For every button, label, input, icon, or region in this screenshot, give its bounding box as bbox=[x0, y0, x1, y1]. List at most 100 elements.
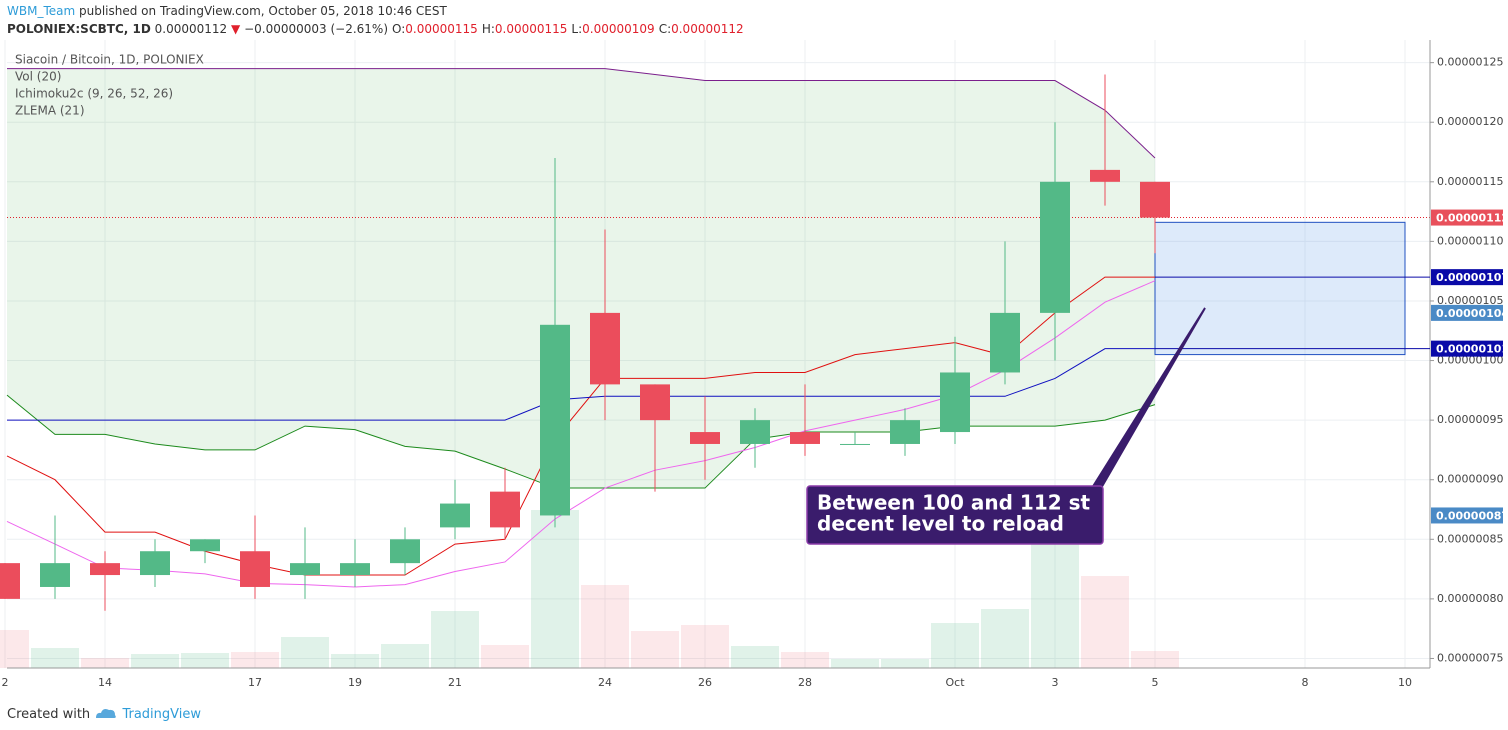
x-tick-label: 28 bbox=[798, 676, 812, 689]
volume-bar bbox=[631, 631, 679, 668]
legend-entry: ZLEMA (21) bbox=[15, 104, 85, 118]
volume-bar bbox=[881, 659, 929, 668]
candle-body bbox=[990, 312, 1020, 373]
candle-body bbox=[340, 563, 370, 576]
ohlc-value: 0.00000112 bbox=[671, 22, 744, 36]
legend-entry: Siacoin / Bitcoin, 1D, POLONIEX bbox=[15, 53, 204, 67]
ohlc-key: C: bbox=[658, 22, 672, 36]
candle-body bbox=[940, 372, 970, 433]
candle-body bbox=[640, 384, 670, 421]
volume-bar bbox=[381, 644, 429, 668]
x-tick-label: 8 bbox=[1302, 676, 1309, 689]
x-tick-label: 26 bbox=[698, 676, 712, 689]
x-tick-label: 5 bbox=[1152, 676, 1159, 689]
legend-entry: Ichimoku2c (9, 26, 52, 26) bbox=[15, 87, 173, 101]
brand[interactable]: TradingView bbox=[122, 707, 201, 722]
volume-bar bbox=[81, 658, 129, 668]
y-tick-label: 0.00000115 bbox=[1437, 175, 1503, 188]
candle-body bbox=[890, 420, 920, 444]
ohlc-key: H: bbox=[481, 22, 495, 36]
price-tag-label: 0.00000107 bbox=[1436, 271, 1508, 284]
candle-body bbox=[490, 491, 520, 528]
volume-bar bbox=[1081, 576, 1129, 668]
candle-body bbox=[590, 312, 620, 385]
x-tick-label: 2 bbox=[2, 676, 9, 689]
ohlc-key: L: bbox=[571, 22, 583, 36]
ohlc: O:0.00000115 H:0.00000115 L:0.00000109 C:0.… bbox=[388, 22, 744, 36]
ohlc-value: 0.00000115 bbox=[405, 22, 478, 36]
x-tick-label: 10 bbox=[1398, 676, 1412, 689]
volume-bar bbox=[981, 609, 1029, 668]
callout-text: decent level to reload bbox=[817, 512, 1064, 536]
volume-bar bbox=[931, 623, 979, 668]
y-tick-label: 0.00000120 bbox=[1437, 115, 1503, 128]
y-tick-label: 0.00000125 bbox=[1437, 56, 1503, 69]
candle-body bbox=[790, 432, 820, 444]
x-tick-label: 14 bbox=[98, 676, 112, 689]
y-tick-label: 0.00000110 bbox=[1437, 234, 1503, 247]
ohlc-value: 0.00000109 bbox=[582, 22, 655, 36]
change: −0.00000003 (−2.61%) bbox=[244, 22, 388, 36]
y-tick-label: 0.00000090 bbox=[1437, 473, 1503, 486]
last-price: 0.00000112 bbox=[154, 22, 228, 36]
ohlc-value: 0.00000115 bbox=[494, 22, 568, 36]
candle-body bbox=[840, 443, 870, 445]
range-box bbox=[1154, 221, 1406, 356]
x-tick-label: 17 bbox=[248, 676, 262, 689]
candle-body bbox=[390, 539, 420, 564]
volume-bar bbox=[431, 611, 479, 668]
volume-bar bbox=[1031, 535, 1079, 668]
y-tick-label: 0.00000100 bbox=[1437, 354, 1503, 367]
price-tag-label: 0.00000104 bbox=[1436, 307, 1508, 320]
candle-body bbox=[440, 503, 470, 528]
x-tick-label: 3 bbox=[1052, 676, 1059, 689]
publish-line: WBM_Team published on TradingView.com, O… bbox=[7, 4, 447, 18]
volume-bar bbox=[0, 630, 29, 668]
volume-bar bbox=[731, 646, 779, 668]
author[interactable]: WBM_Team bbox=[7, 4, 76, 18]
published: published on TradingView.com, October 05… bbox=[79, 4, 447, 18]
price-tag-label: 0.00000112 bbox=[1436, 212, 1508, 225]
volume-bar bbox=[531, 510, 579, 668]
price-tag bbox=[1431, 304, 1503, 321]
legend-entry: Vol (20) bbox=[15, 70, 61, 84]
volume-bar bbox=[231, 652, 279, 668]
candle-body bbox=[140, 551, 170, 576]
x-tick-label: 24 bbox=[598, 676, 612, 689]
quote-line: POLONIEX:SCBTC, 1D 0.00000112 ▼ −0.00000… bbox=[7, 22, 744, 36]
candle-body bbox=[240, 551, 270, 587]
candle-body bbox=[1040, 181, 1070, 313]
volume-bar bbox=[481, 645, 529, 668]
callout-box bbox=[806, 485, 1104, 545]
y-tick-label: 0.00000075 bbox=[1437, 651, 1503, 664]
candle-body bbox=[90, 563, 120, 576]
volume-bar bbox=[1131, 651, 1179, 668]
footer: Created with TradingView bbox=[7, 704, 201, 722]
candle-body bbox=[690, 432, 720, 444]
candle-body bbox=[190, 539, 220, 552]
candle-body bbox=[1090, 169, 1120, 182]
y-tick-label: 0.00000080 bbox=[1437, 592, 1503, 605]
volume-bar bbox=[581, 585, 629, 668]
x-tick-label: 21 bbox=[448, 676, 462, 689]
price-tag-label: 0.00000087 bbox=[1436, 509, 1508, 522]
volume-bar bbox=[831, 659, 879, 668]
y-tick-label: 0.00000095 bbox=[1437, 413, 1503, 426]
arrow: ▼ bbox=[231, 22, 241, 36]
volume-bar bbox=[181, 653, 229, 668]
ohlc-key: O: bbox=[392, 22, 406, 36]
volume-bar bbox=[781, 652, 829, 668]
volume-bar bbox=[331, 654, 379, 668]
candle-body bbox=[40, 563, 70, 587]
volume-bar bbox=[31, 648, 79, 668]
x-tick-label: Oct bbox=[945, 676, 965, 689]
symbol: POLONIEX:SCBTC, 1D bbox=[7, 22, 151, 36]
candle-body bbox=[740, 420, 770, 444]
candle-body bbox=[540, 324, 570, 516]
volume-bar bbox=[131, 654, 179, 668]
created: Created with bbox=[7, 707, 91, 722]
x-tick-label: 19 bbox=[348, 676, 362, 689]
ichimoku-cloud bbox=[7, 68, 1155, 489]
y-tick-label: 0.00000105 bbox=[1437, 294, 1503, 307]
